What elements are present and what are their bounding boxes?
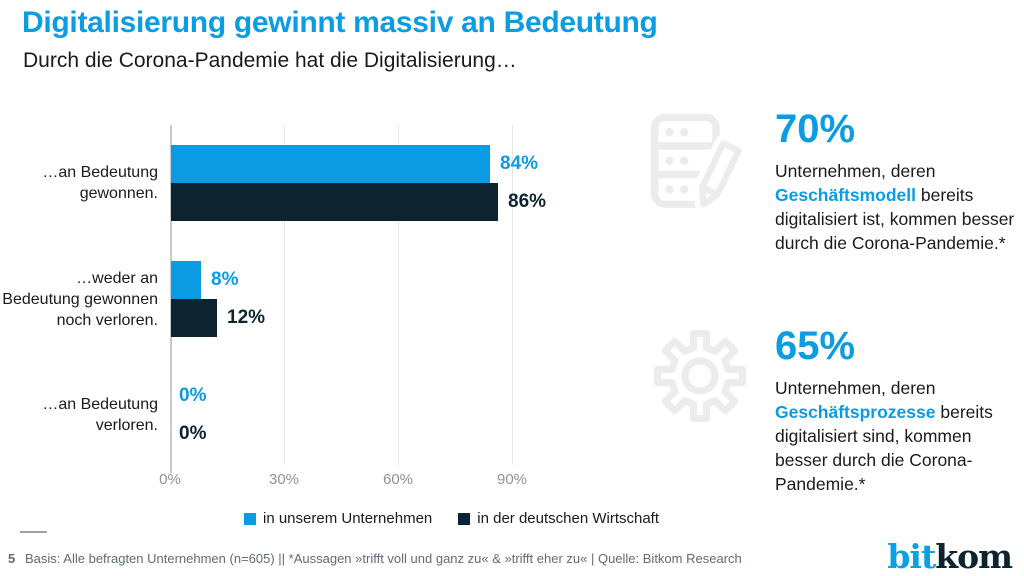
bar-group: 0% bbox=[171, 377, 573, 415]
logo-bit: bit bbox=[887, 537, 936, 576]
category-label: …an Bedeutung verloren. bbox=[42, 396, 158, 434]
legend-item: in unserem Unternehmen bbox=[244, 510, 432, 527]
gridline bbox=[284, 125, 285, 465]
stat-value: 65% bbox=[775, 324, 856, 368]
page-number: 5 bbox=[8, 551, 16, 566]
stat-keyword: Geschäftsmodell bbox=[775, 185, 917, 205]
category-label: …weder an Bedeutung gewonnen noch verlor… bbox=[2, 269, 158, 329]
axis-tick-label: 0% bbox=[159, 471, 181, 488]
stat-value: 70% bbox=[775, 107, 856, 151]
legend-swatch bbox=[244, 512, 256, 525]
legend-label: in unserem Unternehmen bbox=[263, 510, 433, 527]
axis-tick-label: 60% bbox=[382, 471, 414, 488]
bar-group: 84% bbox=[171, 145, 573, 183]
stat-prefix: Unternehmen, deren bbox=[775, 378, 936, 398]
stat-description: Unternehmen, deren Geschäftsprozesse ber… bbox=[775, 376, 1021, 496]
value-label: 8% bbox=[211, 269, 239, 290]
value-label: 86% bbox=[508, 191, 547, 212]
gear-icon bbox=[650, 326, 750, 431]
bar-chart: 0% 30% 60% 90% …an Bedeutung gewonnen. 84% 86%… bbox=[0, 125, 700, 488]
bitkom-logo: bitkom bbox=[887, 537, 1013, 576]
bar bbox=[171, 145, 490, 183]
stat-prefix: Unternehmen, deren bbox=[775, 161, 936, 181]
stat-description: Unternehmen, deren Geschäftsmodell berei… bbox=[775, 159, 1021, 255]
bar bbox=[171, 261, 201, 299]
page-title: Digitalisierung gewinnt massiv an Bedeut… bbox=[22, 6, 658, 39]
x-axis: 0% 30% 60% 90% bbox=[0, 471, 700, 493]
slide-divider-dash bbox=[20, 531, 47, 533]
gridline bbox=[398, 125, 399, 465]
axis-tick-label: 90% bbox=[496, 471, 528, 488]
stat-block: 65% Unternehmen, deren Geschäftsprozesse… bbox=[775, 323, 1021, 496]
stat-suffix: bereits digitalisiert ist, kommen besser… bbox=[775, 185, 1015, 253]
value-label: 0% bbox=[179, 385, 207, 406]
axis-tick-label: 30% bbox=[268, 471, 300, 488]
stat-keyword: Geschäftsprozesse bbox=[775, 402, 936, 422]
legend-label: in der deutschen Wirtschaft bbox=[477, 510, 660, 527]
value-label: 0% bbox=[179, 423, 207, 444]
gridline bbox=[512, 125, 513, 465]
logo-kom: kom bbox=[935, 537, 1013, 576]
legend-swatch bbox=[458, 512, 471, 525]
legend-item: in der deutschen Wirtschaft bbox=[458, 510, 659, 527]
value-label: 12% bbox=[227, 307, 266, 328]
bar-group: 8% bbox=[171, 261, 573, 299]
stat-suffix: bereits digitalisiert sind, kommen besse… bbox=[775, 402, 993, 494]
bar-group: 12% bbox=[171, 299, 573, 337]
server-pencil-icon bbox=[644, 108, 750, 225]
bar-group: 86% bbox=[171, 183, 573, 221]
category-label: …an Bedeutung gewonnen. bbox=[42, 164, 158, 202]
footnote: Basis: Alle befragten Unternehmen (n=605… bbox=[25, 551, 742, 566]
chart-row: …an Bedeutung gewonnen. 84% 86% bbox=[0, 125, 560, 241]
chart-row: …weder an Bedeutung gewonnen noch verlor… bbox=[0, 241, 560, 357]
bar-group: 0% bbox=[171, 415, 573, 453]
value-label: 84% bbox=[500, 153, 539, 174]
bar bbox=[171, 299, 217, 337]
bar bbox=[171, 183, 498, 221]
stat-block: 70% Unternehmen, deren Geschäftsmodell b… bbox=[775, 106, 1021, 255]
chart-row: …an Bedeutung verloren. 0% 0% bbox=[0, 357, 560, 473]
chart-legend: in unserem Unternehmen in der deutschen W… bbox=[244, 510, 659, 527]
page-subtitle: Durch die Corona-Pandemie hat die Digita… bbox=[23, 49, 517, 72]
